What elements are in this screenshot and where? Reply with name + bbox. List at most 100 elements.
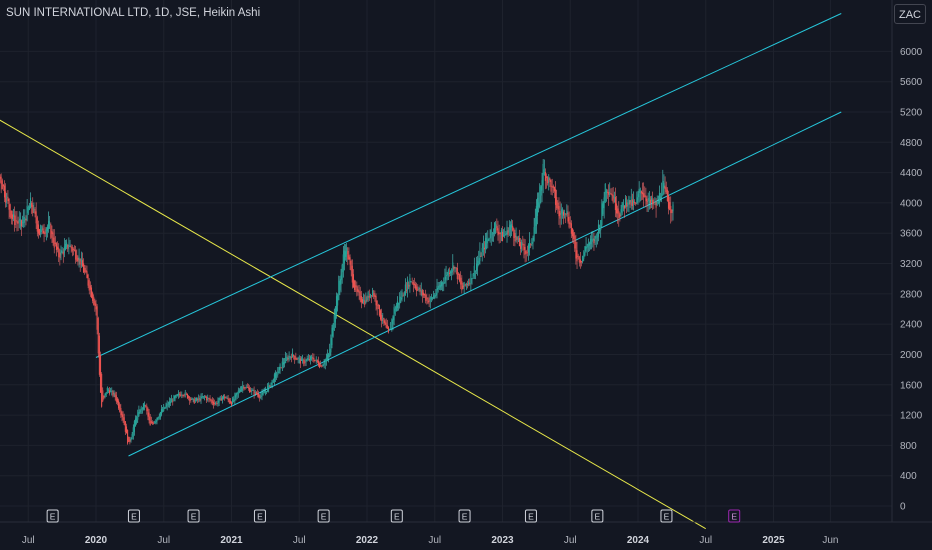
candle-body (649, 199, 651, 204)
candle (463, 281, 465, 294)
candle (253, 386, 255, 399)
chart-title: SUN INTERNATIONAL LTD, 1D, JSE, Heikin A… (6, 7, 261, 19)
candle (576, 241, 578, 269)
candle-body (561, 209, 563, 214)
candle-body (632, 201, 635, 203)
candle (241, 385, 243, 393)
candle (540, 184, 542, 204)
earnings-marker[interactable]: E (253, 509, 266, 523)
time-axis[interactable]: Jul 2020 Jul 2021 Jul 2022 Jul 2023 Jul 2024 Jul 20… (22, 535, 839, 546)
candle-body (652, 199, 654, 205)
candle-body (1, 180, 3, 190)
candle (443, 277, 445, 292)
candle (131, 431, 133, 440)
earnings-marker[interactable]: E (728, 509, 741, 523)
candle (132, 424, 134, 440)
candle-body (218, 397, 220, 403)
candle-body (445, 272, 447, 280)
candle-body (522, 243, 524, 245)
trendline[interactable] (128, 111, 842, 457)
candle (295, 352, 297, 361)
candle-body (443, 282, 445, 284)
candle-body (282, 362, 284, 365)
earnings-marker[interactable]: E (187, 509, 200, 523)
candle-body (233, 399, 235, 402)
candle-body (144, 405, 146, 407)
time-tick-label: Jul (564, 535, 577, 546)
candle (116, 396, 119, 406)
candle (328, 352, 330, 363)
candle-body (369, 293, 371, 297)
candle-body (390, 327, 392, 330)
candle-body (142, 403, 144, 410)
candle-body (412, 282, 414, 286)
earnings-marker[interactable]: E (46, 509, 59, 523)
candle (188, 394, 190, 401)
candle-body (119, 404, 121, 412)
candle (438, 281, 440, 291)
earnings-marker[interactable]: E (591, 509, 604, 523)
earnings-marker[interactable]: E (317, 509, 330, 523)
candle (98, 332, 100, 377)
candle-body (416, 286, 418, 292)
candle (400, 290, 402, 303)
price-tick-label: 1600 (900, 380, 923, 391)
candle-body (26, 205, 28, 220)
candle (430, 293, 432, 303)
earnings-marker[interactable]: E (127, 509, 140, 523)
candle-body (93, 296, 95, 305)
candle (482, 235, 484, 256)
candle-body (112, 391, 114, 396)
candle-body (383, 317, 385, 323)
earnings-marker[interactable]: E (458, 509, 471, 523)
trendline[interactable] (95, 13, 842, 358)
candle (368, 289, 370, 301)
candle (470, 270, 472, 292)
candle (386, 319, 388, 329)
candle (321, 364, 323, 368)
candle (376, 300, 378, 316)
candle-body (630, 196, 632, 203)
currency-button[interactable]: ZAC (894, 4, 926, 24)
candle (329, 343, 331, 358)
candle (272, 378, 274, 384)
candle-body (488, 238, 490, 240)
candle-body (145, 405, 147, 407)
candle (281, 357, 283, 371)
candle-body (199, 398, 201, 401)
trendlines[interactable] (0, 13, 842, 530)
candle-body (191, 398, 193, 400)
earnings-marker-box (390, 509, 403, 523)
candle (433, 290, 435, 300)
candle (34, 207, 36, 218)
candle-body (339, 278, 341, 291)
candle (500, 227, 502, 242)
candle (102, 387, 104, 403)
candle-body (435, 293, 437, 296)
candle-body (159, 412, 161, 418)
candle-body (59, 252, 61, 259)
candle (269, 384, 271, 388)
earnings-marker[interactable]: E (390, 509, 403, 523)
candle-body (463, 282, 465, 288)
trendline[interactable] (0, 82, 707, 530)
candle (641, 182, 644, 200)
candle-body (163, 406, 165, 411)
candle (81, 252, 83, 267)
candle (62, 248, 64, 263)
candle (235, 392, 237, 401)
candle-body (329, 348, 331, 356)
earnings-marker[interactable]: E (524, 509, 537, 523)
candle (481, 242, 483, 262)
earnings-marker[interactable]: E (660, 509, 673, 523)
candle-body (147, 408, 149, 417)
candle-body (258, 393, 260, 397)
candle-body (648, 198, 650, 202)
price-axis[interactable]: 6000560052004800440040003600320028002400… (900, 47, 923, 513)
candle (597, 219, 600, 242)
candle (390, 321, 392, 330)
candle-body (268, 383, 270, 389)
candle-body (208, 398, 210, 400)
candle-body (617, 208, 619, 214)
